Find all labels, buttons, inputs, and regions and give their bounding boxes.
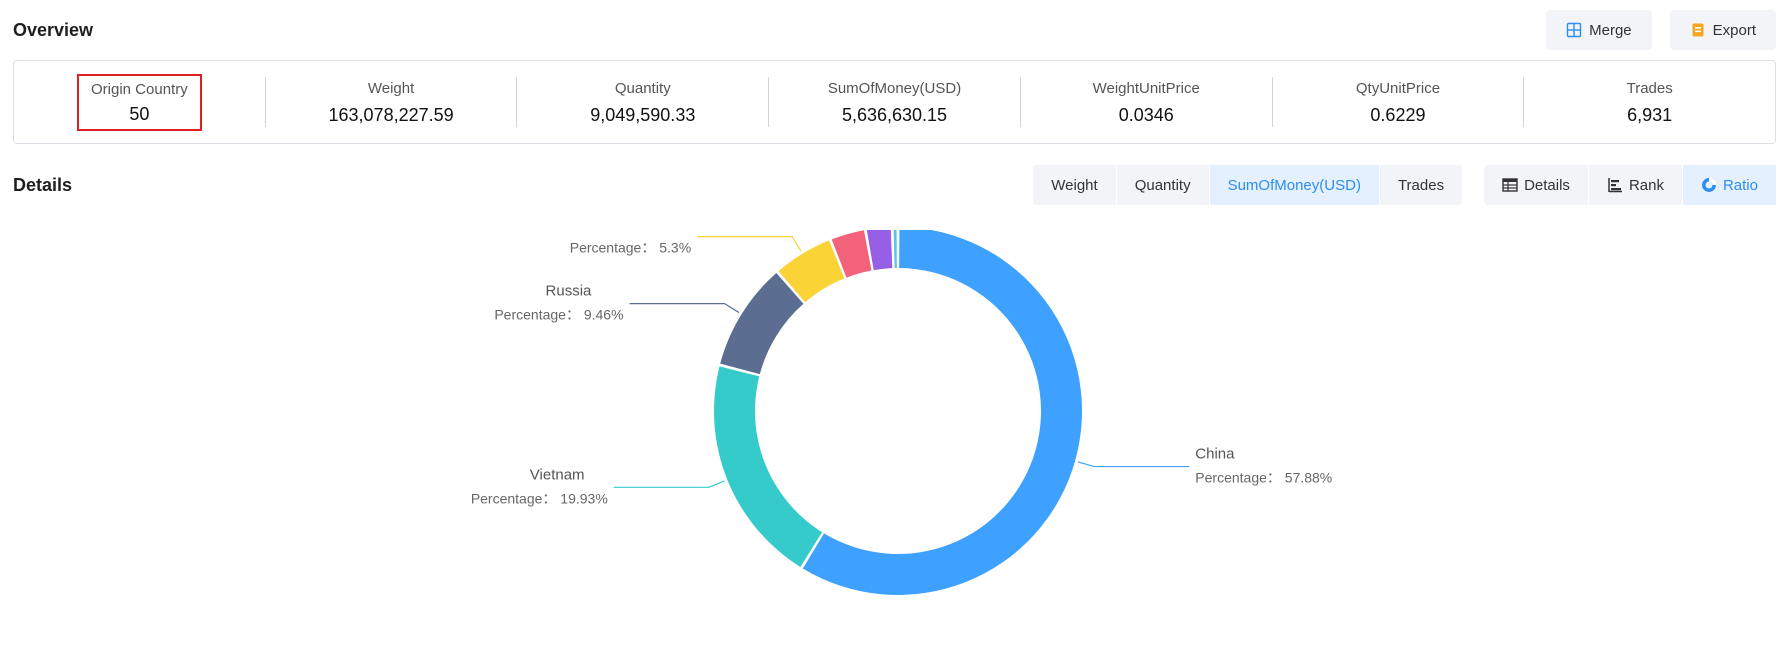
stat-label: SumOfMoney(USD) <box>827 79 962 97</box>
view-tabs: Details Rank <box>1484 165 1776 205</box>
export-icon <box>1690 22 1706 38</box>
overview-stats-panel: Origin Country 50 Weight 163,078,227.59 … <box>13 60 1776 144</box>
slice-percentage-russia: Percentage： 9.46% <box>494 307 623 323</box>
rank-view-label: Rank <box>1628 176 1664 194</box>
tab-rank-view[interactable]: Rank <box>1587 165 1682 205</box>
leader-line-russia <box>629 303 740 314</box>
origin-country-highlight: Origin Country 50 <box>77 73 202 131</box>
ratio-view-label: Ratio <box>1722 176 1758 194</box>
export-label: Export <box>1712 21 1756 39</box>
stat-label: Origin Country <box>91 80 188 98</box>
merge-label: Merge <box>1589 21 1632 39</box>
tab-weight[interactable]: Weight <box>1051 176 1098 194</box>
overview-title: Overview <box>13 19 94 40</box>
stat-label: QtyUnitPrice <box>1355 79 1441 97</box>
donut-slice-other-4 <box>831 230 872 278</box>
donut-slice-other-5 <box>866 230 893 271</box>
slice-percentage-vietnam: Percentage： 19.93% <box>471 490 608 506</box>
stat-value: 0.0346 <box>1118 104 1174 125</box>
details-header: Details Weight Quantity SumOfMoney(USD) … <box>13 165 1776 205</box>
stat-label: Trades <box>1626 79 1673 97</box>
stat-value: 5,636,630.15 <box>841 104 948 125</box>
donut-slice-canada <box>778 240 845 303</box>
tab-quantity[interactable]: Quantity <box>1115 165 1209 205</box>
merge-button[interactable]: Merge <box>1546 10 1652 50</box>
tab-trades[interactable]: Trades <box>1378 165 1462 205</box>
merge-icon <box>1566 22 1582 38</box>
overview-actions: Merge Export <box>1546 10 1776 50</box>
bar-chart-icon <box>1607 177 1623 193</box>
stat-label: Weight <box>367 79 415 97</box>
donut-slice-other-6 <box>893 230 897 269</box>
leader-line-canada <box>697 236 802 252</box>
stat-weight-unit-price: WeightUnitPrice 0.0346 <box>1019 77 1272 127</box>
tab-ratio-view[interactable]: Ratio <box>1681 165 1776 205</box>
slice-label-canada: Canada <box>613 230 666 233</box>
stat-qty-unit-price: QtyUnitPrice 0.6229 <box>1271 77 1524 127</box>
slice-percentage-china: Percentage： 57.88% <box>1195 470 1332 486</box>
overview-header: Overview Merge Export <box>13 10 1776 50</box>
donut-slice-vietnam <box>713 366 823 567</box>
stat-value: 0.6229 <box>1370 104 1426 125</box>
stat-value: 9,049,590.33 <box>590 104 696 125</box>
stat-value: 50 <box>129 103 150 124</box>
export-button[interactable]: Export <box>1669 10 1776 50</box>
slice-percentage-canada: Percentage： 5.3% <box>570 240 691 256</box>
tab-sum-of-money[interactable]: SumOfMoney(USD) <box>1208 165 1379 205</box>
stat-label: WeightUnitPrice <box>1092 79 1200 97</box>
stat-origin-country: Origin Country 50 <box>14 73 265 131</box>
stat-weight: Weight 163,078,227.59 <box>264 77 517 127</box>
donut-slice-china <box>802 230 1082 595</box>
details-view-label: Details <box>1524 176 1570 194</box>
details-controls: Weight Quantity SumOfMoney(USD) Trades D… <box>1033 165 1776 205</box>
table-icon <box>1502 177 1518 193</box>
slice-label-russia: Russia <box>546 283 593 300</box>
stat-trades: Trades 6,931 <box>1523 77 1775 127</box>
donut-chart: China Percentage： 57.88% Vietnam Percentage… <box>471 230 1332 595</box>
metric-tabs: Weight Quantity SumOfMoney(USD) Trades <box>1033 165 1463 205</box>
donut-chart-icon <box>1701 177 1717 193</box>
leader-line-vietnam <box>613 480 725 488</box>
stat-label: Quantity <box>614 79 671 97</box>
slice-label-vietnam: Vietnam <box>530 466 585 483</box>
ratio-chart: China Percentage： 57.88% Vietnam Percentage… <box>0 230 1789 670</box>
slice-label-china: China <box>1195 446 1235 463</box>
stat-sum-of-money: SumOfMoney(USD) 5,636,630.15 <box>768 77 1020 127</box>
donut-slice-russia <box>720 272 804 375</box>
stat-value: 163,078,227.59 <box>328 104 454 125</box>
tab-details-view[interactable]: Details <box>1484 165 1588 205</box>
stat-value: 6,931 <box>1627 104 1673 125</box>
leader-line-china <box>1077 461 1190 468</box>
details-title: Details <box>13 174 73 195</box>
stat-quantity: Quantity 9,049,590.33 <box>516 77 768 127</box>
